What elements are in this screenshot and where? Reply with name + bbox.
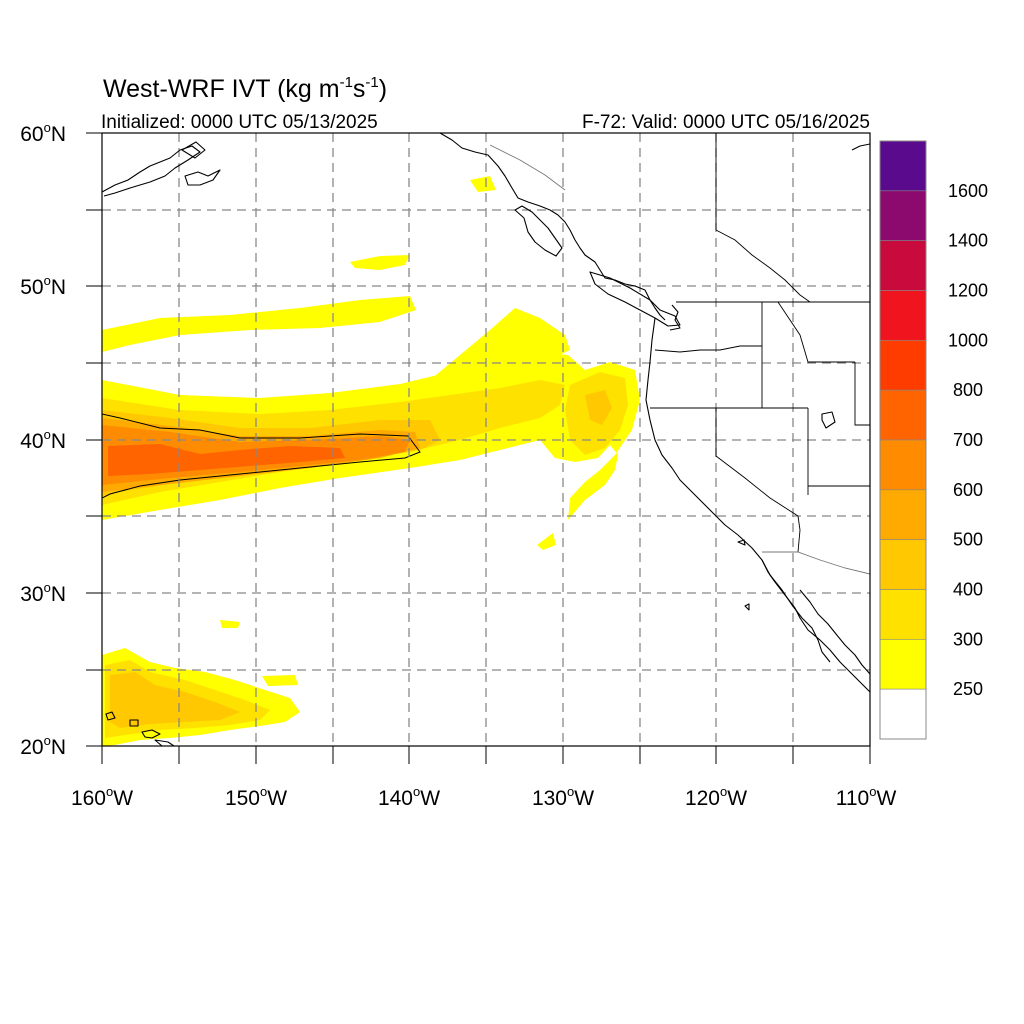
- axis-ticks: [86, 132, 871, 764]
- colorbar-swatch: [879, 589, 927, 640]
- colorbar-swatch: [879, 240, 927, 291]
- border-bc-yukon: [489, 144, 566, 191]
- colorbar-tick-label: 300: [953, 629, 983, 649]
- lon-label-140w: 140oW: [378, 784, 440, 810]
- colorbar-swatch: [879, 688, 927, 740]
- colorbar-tick-label: 800: [953, 380, 983, 400]
- puget-sound: [669, 304, 681, 331]
- title-prefix: West-WRF IVT (kg m: [103, 75, 340, 103]
- us-west-coast: [645, 317, 870, 693]
- ivt-fill-700: [108, 444, 345, 476]
- lon-label-150w: 150oW: [225, 784, 287, 810]
- ivt-fill-250: [537, 533, 556, 550]
- vancouver-island: [589, 271, 681, 327]
- alaska-panhandle-islands: [514, 205, 563, 257]
- ivt-fill-250: [470, 176, 496, 192]
- colorbar: 1600 1400 1200 1000 800 700 600 500 400 300 250: [879, 140, 988, 740]
- coastlines: [102, 133, 870, 746]
- lat-labels: 60oN 50oN 40oN 30oN 20oN: [20, 120, 66, 759]
- colorbar-tick-label: 700: [953, 430, 983, 450]
- political-borders: [489, 133, 870, 575]
- hawaii-islands: [105, 711, 175, 746]
- colorbar-swatch: [879, 639, 927, 690]
- gulf-of-california: [799, 589, 870, 675]
- lat-label-40: 40oN: [20, 427, 66, 453]
- plot-area: [102, 133, 870, 746]
- ivt-fill-250: [430, 308, 570, 380]
- colorbar-tick-label: 600: [953, 480, 983, 500]
- colorbar-tick-label: 1000: [948, 330, 988, 350]
- colorbar-swatch: [879, 340, 927, 391]
- colorbar-frame: [879, 140, 927, 740]
- lon-labels: 160oW 150oW 140oW 130oW 120oW 110oW: [71, 784, 897, 810]
- colorbar-tick-label: 400: [953, 580, 983, 600]
- colorbar-tick-label: 500: [953, 530, 983, 550]
- ivt-fill-250: [350, 255, 410, 270]
- figure-title: West-WRF IVT (kg m-1s-1): [103, 74, 387, 103]
- ivt-fill-400: [110, 672, 240, 728]
- colorbar-swatch: [879, 140, 927, 192]
- lat-label-60: 60oN: [20, 120, 66, 146]
- great-salt-lake: [821, 411, 836, 429]
- ivt-fill-250: [220, 620, 240, 628]
- lon-label-160w: 160oW: [71, 784, 133, 810]
- colorbar-tick-label: 1600: [948, 181, 988, 201]
- channel-islands: [737, 539, 750, 611]
- border-idaho-montana: [777, 301, 855, 363]
- alaska-islands: [184, 169, 221, 186]
- colorbar-swatch: [879, 539, 927, 590]
- colorbar-swatch: [879, 489, 927, 540]
- ivt-fill-400: [585, 390, 612, 425]
- lat-lon-grid: [102, 133, 870, 746]
- canada-alaska-coast-east: [851, 143, 870, 151]
- border-ca-az: [797, 515, 801, 553]
- colorbar-swatch: [879, 439, 927, 491]
- colorbar-tick-label: 1400: [948, 231, 988, 251]
- colorbar-swatch: [879, 389, 927, 441]
- colorbar-tick-label: 250: [953, 679, 983, 699]
- colorbar-tick-label: 1200: [948, 281, 988, 301]
- valid-time-label: F-72: Valid: 0000 UTC 05/16/2025: [582, 112, 870, 133]
- ivt-shading: [102, 176, 640, 746]
- colorbar-swatch: [879, 190, 927, 241]
- title-suffix: ): [379, 75, 387, 103]
- lon-label-130w: 130oW: [532, 784, 594, 810]
- init-time-label: Initialized: 0000 UTC 05/13/2025: [101, 112, 378, 133]
- lon-label-110w: 110oW: [836, 784, 897, 810]
- border-us-mexico: [762, 551, 870, 575]
- lat-label-50: 50oN: [20, 273, 66, 299]
- ivt-fill-250: [102, 296, 416, 352]
- lat-label-30: 30oN: [20, 580, 66, 606]
- title-exp2: -1: [365, 74, 378, 91]
- colorbar-labels: 1600 1400 1200 1000 800 700 600 500 400 300 250: [948, 181, 988, 699]
- baja-peninsula: [761, 559, 831, 663]
- title-exp1: -1: [340, 74, 353, 91]
- lat-label-20: 20oN: [20, 733, 66, 759]
- gulf-of-alaska-coast: [439, 133, 666, 321]
- colorbar-swatch: [879, 290, 927, 341]
- kodiak-island: [181, 141, 206, 159]
- alaska-southwest-coast: [102, 145, 201, 197]
- ivt-contour-line: [102, 413, 421, 499]
- lon-label-120w: 120oW: [685, 784, 747, 810]
- title-mid: s: [353, 75, 366, 103]
- border-ca-nv: [715, 408, 799, 517]
- colorbar-boxes: [879, 140, 927, 740]
- border-wa-or: [654, 345, 762, 353]
- border-wy: [854, 362, 870, 426]
- border-bc-alberta: [715, 229, 811, 303]
- ivt-fill-250: [262, 675, 298, 686]
